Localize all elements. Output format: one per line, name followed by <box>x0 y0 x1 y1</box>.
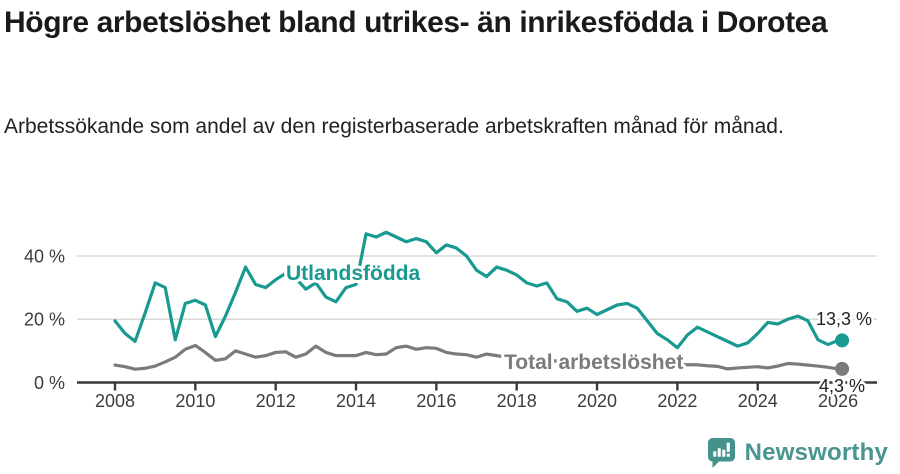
y-tick-label-20pct: 20 % <box>24 310 65 330</box>
logo-bar-1 <box>712 451 716 457</box>
end-value-label-total: 4,3 % <box>819 376 865 396</box>
x-tick-label-2018: 2018 <box>497 391 537 411</box>
x-tick-label-2022: 2022 <box>657 391 697 411</box>
newsworthy-logo-icon <box>707 438 735 468</box>
logo-bubble-shape <box>707 438 735 468</box>
chart-subtitle: Arbetssökande som andel av den registerb… <box>4 115 784 138</box>
chart-title: Högre arbetslöshet bland utrikes- än inr… <box>4 6 828 39</box>
newsworthy-logo: Newsworthy <box>707 436 888 469</box>
x-tick-label-2010: 2010 <box>175 391 215 411</box>
logo-exclamation-bar <box>726 442 730 452</box>
x-tick-label-2026: 2026 <box>818 391 858 411</box>
newsworthy-logo-text: Newsworthy <box>744 438 888 466</box>
end-dot-total <box>835 361 850 376</box>
end-dot-utlandsfodda <box>835 333 850 348</box>
x-tick-label-2016: 2016 <box>416 391 456 411</box>
y-tick-label-0pct: 0 % <box>34 373 65 393</box>
x-tick-label-2014: 2014 <box>336 391 376 411</box>
series-label-utlandsfodda: Utlandsfödda <box>286 262 420 285</box>
logo-exclamation-dot <box>726 453 730 457</box>
logo-bar-2 <box>717 448 721 457</box>
end-value-label-utlandsfodda: 13,3 % <box>816 309 872 329</box>
x-tick-label-2012: 2012 <box>256 391 296 411</box>
x-tick-label-2008: 2008 <box>95 391 135 411</box>
logo-bar-3 <box>721 449 725 457</box>
series-label-total: Total arbetslöshet <box>504 351 683 374</box>
x-tick-label-2024: 2024 <box>738 391 778 411</box>
x-tick-label-2020: 2020 <box>577 391 617 411</box>
series-line-total <box>113 343 844 371</box>
y-tick-label-40pct: 40 % <box>24 246 65 266</box>
series-line-utlandsfodda <box>113 230 844 350</box>
